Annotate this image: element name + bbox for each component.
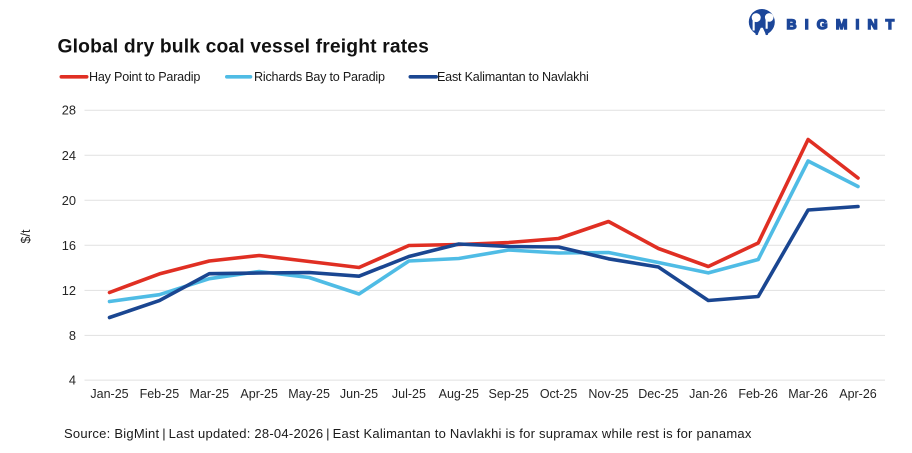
svg-text:Dec-25: Dec-25 [638,387,678,401]
svg-text:Jun-25: Jun-25 [340,387,378,401]
svg-text:Apr-25: Apr-25 [240,387,278,401]
svg-text:Feb-26: Feb-26 [738,387,778,401]
svg-text:4: 4 [69,373,76,388]
svg-text:16: 16 [62,238,76,253]
svg-text:Jul-25: Jul-25 [392,387,426,401]
svg-text:20: 20 [62,193,76,208]
svg-text:Mar-25: Mar-25 [190,387,230,401]
svg-text:Richards Bay to Paradip: Richards Bay to Paradip [254,70,385,84]
svg-text:Source: BigMint | Last updated: Source: BigMint | Last updated: 28-04-20… [64,426,752,441]
svg-text:Jan-26: Jan-26 [689,387,727,401]
svg-text:24: 24 [62,148,76,163]
svg-text:Oct-25: Oct-25 [540,387,578,401]
svg-text:May-25: May-25 [288,387,330,401]
svg-text:Aug-25: Aug-25 [439,387,479,401]
svg-text:Sep-25: Sep-25 [489,387,529,401]
svg-text:Jan-25: Jan-25 [90,387,128,401]
svg-text:Apr-26: Apr-26 [839,387,877,401]
svg-text:$/t: $/t [19,229,33,243]
svg-text:Nov-25: Nov-25 [588,387,628,401]
svg-text:Mar-26: Mar-26 [788,387,828,401]
svg-text:Hay Point to Paradip: Hay Point to Paradip [89,70,200,84]
svg-text:8: 8 [69,328,76,343]
svg-text:28: 28 [62,103,76,118]
svg-text:East Kalimantan to Navlakhi: East Kalimantan to Navlakhi [437,70,589,84]
svg-text:BIGMINT: BIGMINT [787,16,903,32]
svg-text:Global dry bulk coal vessel fr: Global dry bulk coal vessel freight rate… [58,36,430,57]
svg-text:Feb-25: Feb-25 [140,387,180,401]
svg-text:12: 12 [62,283,76,298]
